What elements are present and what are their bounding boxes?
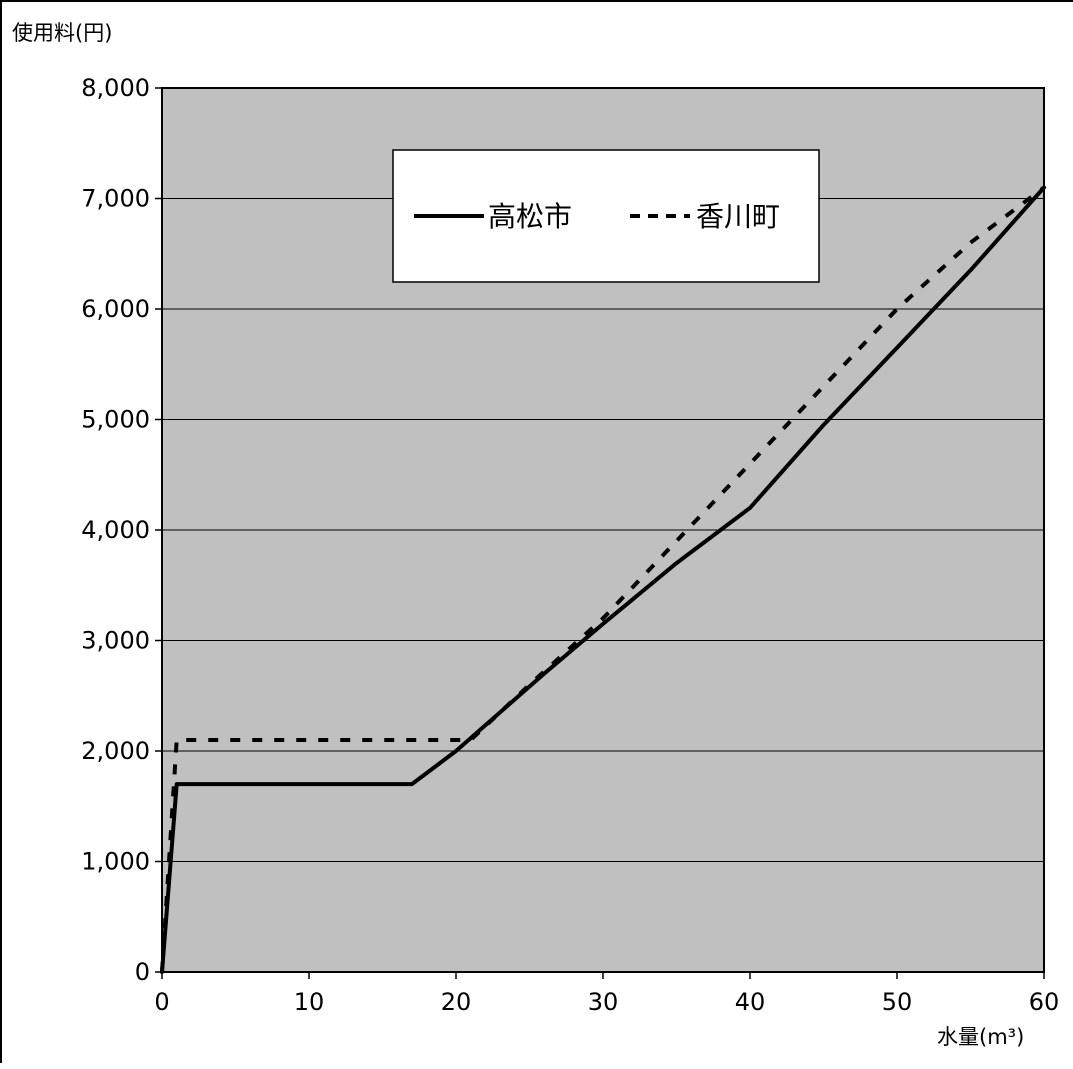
y-tick-label-3000: 3,000 xyxy=(81,627,150,655)
y-tick-label-0: 0 xyxy=(135,958,150,986)
x-tick-label-10: 10 xyxy=(294,988,325,1016)
y-tick-label-8000: 8,000 xyxy=(81,74,150,102)
series-layer xyxy=(160,185,1046,974)
series-line-takamatsu xyxy=(160,185,1046,974)
x-tick-label-60: 60 xyxy=(1029,988,1060,1016)
y-tick-label-4000: 4,000 xyxy=(81,516,150,544)
y-axis-label: 使用料(円) xyxy=(12,21,112,45)
x-tick-label-30: 30 xyxy=(588,988,619,1016)
x-axis-label: 水量(m³) xyxy=(937,1025,1024,1049)
y-tick-label-6000: 6,000 xyxy=(81,295,150,323)
legend-label-takamatsu: 高松市 xyxy=(488,200,572,233)
gridlines xyxy=(162,198,1044,862)
x-tick-label-20: 20 xyxy=(441,988,472,1016)
y-tick-label-1000: 1,000 xyxy=(81,848,150,876)
x-tick-label-50: 50 xyxy=(882,988,913,1016)
y-axis: 0 1,000 2,000 3,000 4,000 5,000 6,000 7,000 8,00… xyxy=(81,74,162,986)
legend-label-kagawa: 香川町 xyxy=(696,200,780,233)
y-tick-label-2000: 2,000 xyxy=(81,737,150,765)
y-tick-label-7000: 7,000 xyxy=(81,185,150,213)
y-tick-label-5000: 5,000 xyxy=(81,406,150,434)
x-axis: 0 10 20 30 40 50 60 xyxy=(154,972,1059,1016)
x-tick-label-40: 40 xyxy=(735,988,766,1016)
x-tick-label-0: 0 xyxy=(154,988,169,1016)
legend: 高松市 香川町 xyxy=(392,149,820,283)
